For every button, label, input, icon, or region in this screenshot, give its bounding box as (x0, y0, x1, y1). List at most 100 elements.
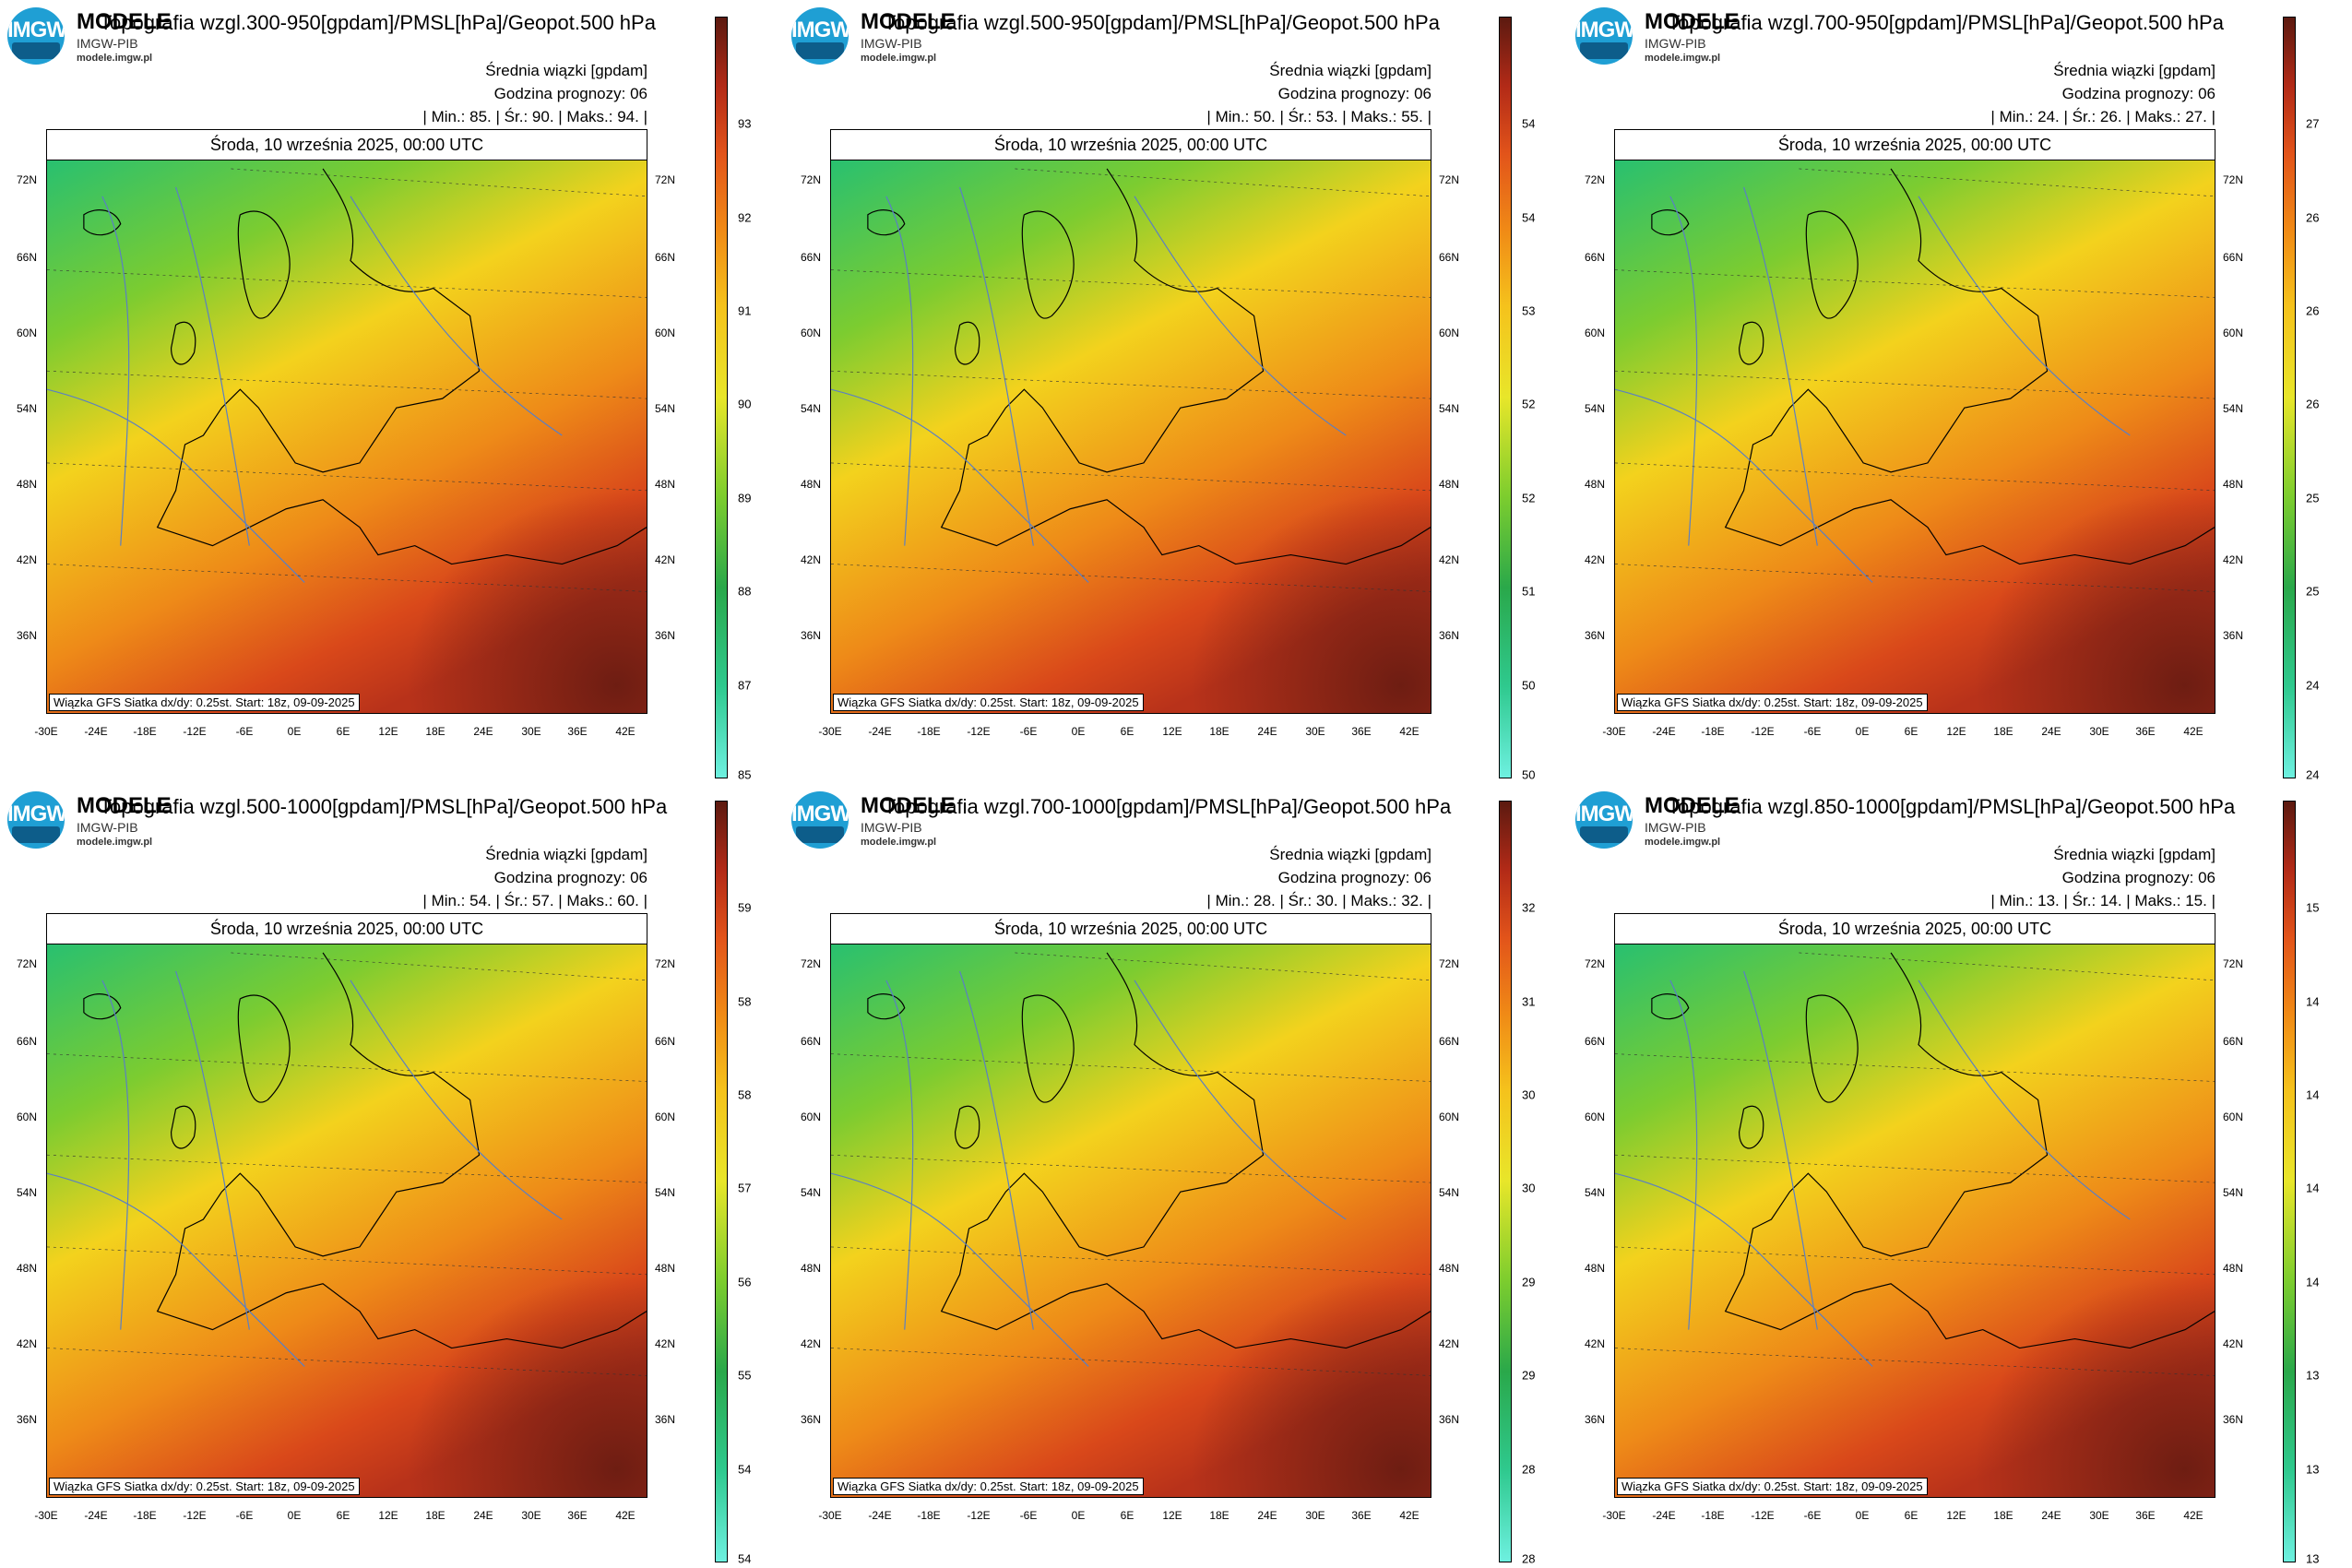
lon-label: 18E (1209, 1509, 1229, 1522)
brand-org: IMGW-PIB (861, 820, 922, 835)
forecast-hour: Godzina prognozy: 06 (1277, 869, 1431, 886)
colorbar-tick: 52 (1522, 491, 1536, 505)
lon-label: -18E (1701, 1509, 1725, 1522)
scandinavia-outline (1021, 210, 1075, 319)
isobar-line (885, 980, 914, 1330)
avg-label: Śr.: (2072, 108, 2097, 125)
lat-label-left: 54N (17, 1186, 38, 1199)
panel-title: Topografia wzgl.500-1000[gpdam]/PMSL[hPa… (100, 795, 668, 818)
lat-label-right: 66N (655, 251, 676, 264)
lat-label-right: 66N (1439, 1035, 1460, 1048)
lat-label-right: 60N (655, 327, 676, 339)
subtitle: Średnia wiązki [gpdam] (485, 846, 647, 863)
brand-name: MODELE (77, 9, 172, 34)
map-field-svg (1615, 160, 2215, 713)
stats-line: | Min.: 85. | Śr.: 90. | Maks.: 94. | (422, 108, 647, 125)
lon-label: -24E (1652, 725, 1676, 738)
map-field-svg (47, 160, 647, 713)
logo-wave (12, 826, 60, 843)
lon-label: -30E (1602, 1509, 1626, 1522)
lon-label: -30E (818, 725, 842, 738)
lat-label-left: 72N (801, 173, 822, 186)
coastline (1724, 952, 2215, 1349)
colorbar-tick: 27 (2306, 116, 2320, 131)
colorbar-tick: 57 (738, 1181, 752, 1195)
colorbar-tick: 13 (2306, 1551, 2320, 1566)
coastline (940, 168, 1431, 565)
map-panel: IMGW MODELE IMGW-PIB modele.imgw.pl Topo… (0, 0, 784, 784)
panel-title: Topografia wzgl.850-1000[gpdam]/PMSL[hPa… (1668, 795, 2236, 818)
map-panel: IMGW MODELE IMGW-PIB modele.imgw.pl Topo… (1568, 0, 2352, 784)
lat-label-left: 54N (801, 1186, 822, 1199)
lat-label-left: 54N (17, 402, 38, 415)
lon-label: 42E (615, 725, 636, 738)
lat-label-right: 72N (2223, 173, 2244, 186)
min-value: 85. (469, 108, 492, 125)
isobar-line (350, 980, 563, 1220)
scandinavia-outline (1805, 210, 1859, 319)
lat-label-right: 72N (1439, 957, 1460, 970)
lon-label: 0E (1855, 1509, 1870, 1522)
lat-label-right: 42N (1439, 1337, 1460, 1350)
map-field: Wiązka GFS Siatka dx/dy: 0.25st. Start: … (1615, 160, 2215, 713)
stats-line: | Min.: 13. | Śr.: 14. | Maks.: 15. | (1990, 892, 2215, 909)
lon-label: 30E (2089, 725, 2109, 738)
avg-value: 53. (1315, 108, 1338, 125)
lat-label-right: 36N (655, 629, 676, 642)
lat-label-left: 66N (17, 1035, 38, 1048)
subtitle: Średnia wiązki [gpdam] (2053, 846, 2215, 863)
coastline (156, 168, 647, 565)
max-value: 60. (617, 892, 639, 909)
isobar-line (47, 388, 305, 583)
logo-wave (12, 42, 60, 59)
source-note: Wiązka GFS Siatka dx/dy: 0.25st. Start: … (1617, 694, 1928, 711)
brand-org: IMGW-PIB (1645, 820, 1706, 835)
britain-outline (1738, 1105, 1764, 1149)
lat-label-left: 48N (1585, 478, 1606, 491)
iceland-outline (83, 209, 122, 236)
lat-label-left: 42N (1585, 553, 1606, 566)
brand-org: IMGW-PIB (77, 36, 138, 51)
map-date-header: Środa, 10 września 2025, 00:00 UTC (47, 130, 647, 160)
forecast-hour: Godzina prognozy: 06 (493, 869, 647, 886)
lon-label: 6E (1120, 725, 1134, 738)
colorbar-tick: 90 (738, 397, 752, 411)
lat-label-right: 42N (655, 1337, 676, 1350)
lon-label: 18E (1993, 1509, 2013, 1522)
colorbar (1499, 801, 1512, 1562)
max-value: 27. (2185, 108, 2207, 125)
colorbar-tick: 14 (2306, 1087, 2320, 1102)
isobar-line (959, 970, 1034, 1330)
lat-label-left: 72N (17, 173, 38, 186)
lat-label-right: 60N (1439, 327, 1460, 339)
brand-url: modele.imgw.pl (1645, 837, 1721, 848)
lat-label-right: 54N (655, 402, 676, 415)
colorbar-tick: 87 (738, 678, 752, 693)
colorbar-tick: 58 (738, 994, 752, 1009)
brand-org: IMGW-PIB (1645, 36, 1706, 51)
map-frame: Środa, 10 września 2025, 00:00 UTC (46, 129, 647, 714)
map-field: Wiązka GFS Siatka dx/dy: 0.25st. Start: … (831, 160, 1431, 713)
colorbar-tick: 92 (738, 210, 752, 225)
lat-label-left: 72N (17, 957, 38, 970)
lon-label: -12E (967, 725, 991, 738)
colorbar-tick: 55 (738, 1368, 752, 1383)
hot-area (47, 160, 647, 713)
lon-label: 12E (378, 725, 398, 738)
forecast-hour: Godzina prognozy: 06 (1277, 85, 1431, 102)
lat-label-right: 54N (2223, 402, 2244, 415)
min-value: 54. (469, 892, 492, 909)
map-panel: IMGW MODELE IMGW-PIB modele.imgw.pl Topo… (0, 784, 784, 1568)
forecast-hour: Godzina prognozy: 06 (2061, 85, 2215, 102)
map-frame: Środa, 10 września 2025, 00:00 UTC (1614, 913, 2215, 1498)
lon-label: -30E (1602, 725, 1626, 738)
brand-org: IMGW-PIB (77, 820, 138, 835)
brand-name: MODELE (1645, 9, 1740, 34)
map-field: Wiązka GFS Siatka dx/dy: 0.25st. Start: … (47, 944, 647, 1497)
isobar-line (1743, 970, 1818, 1330)
imgw-logo: IMGW (791, 791, 849, 849)
iceland-outline (1651, 209, 1690, 236)
colorbar-tick: 26 (2306, 210, 2320, 225)
colorbar (715, 801, 728, 1562)
isobar-line (885, 196, 914, 546)
